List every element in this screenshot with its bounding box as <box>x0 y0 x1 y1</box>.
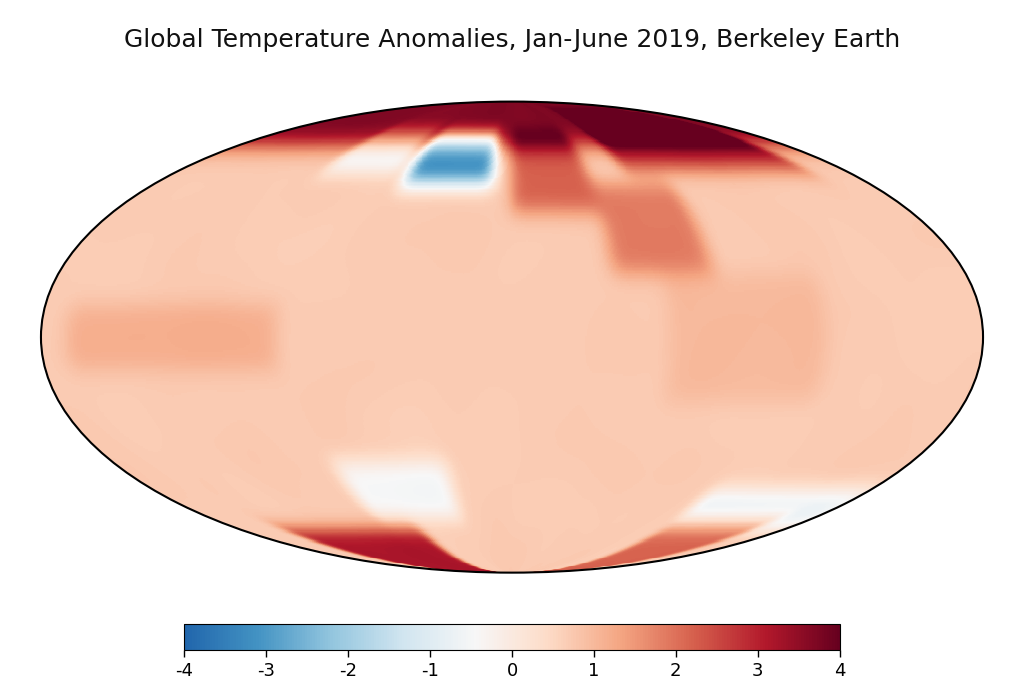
X-axis label: Degrees C w.r.t. 1951-1980: Degrees C w.r.t. 1951-1980 <box>364 687 660 688</box>
Text: Global Temperature Anomalies, Jan-June 2019, Berkeley Earth: Global Temperature Anomalies, Jan-June 2… <box>124 28 900 52</box>
